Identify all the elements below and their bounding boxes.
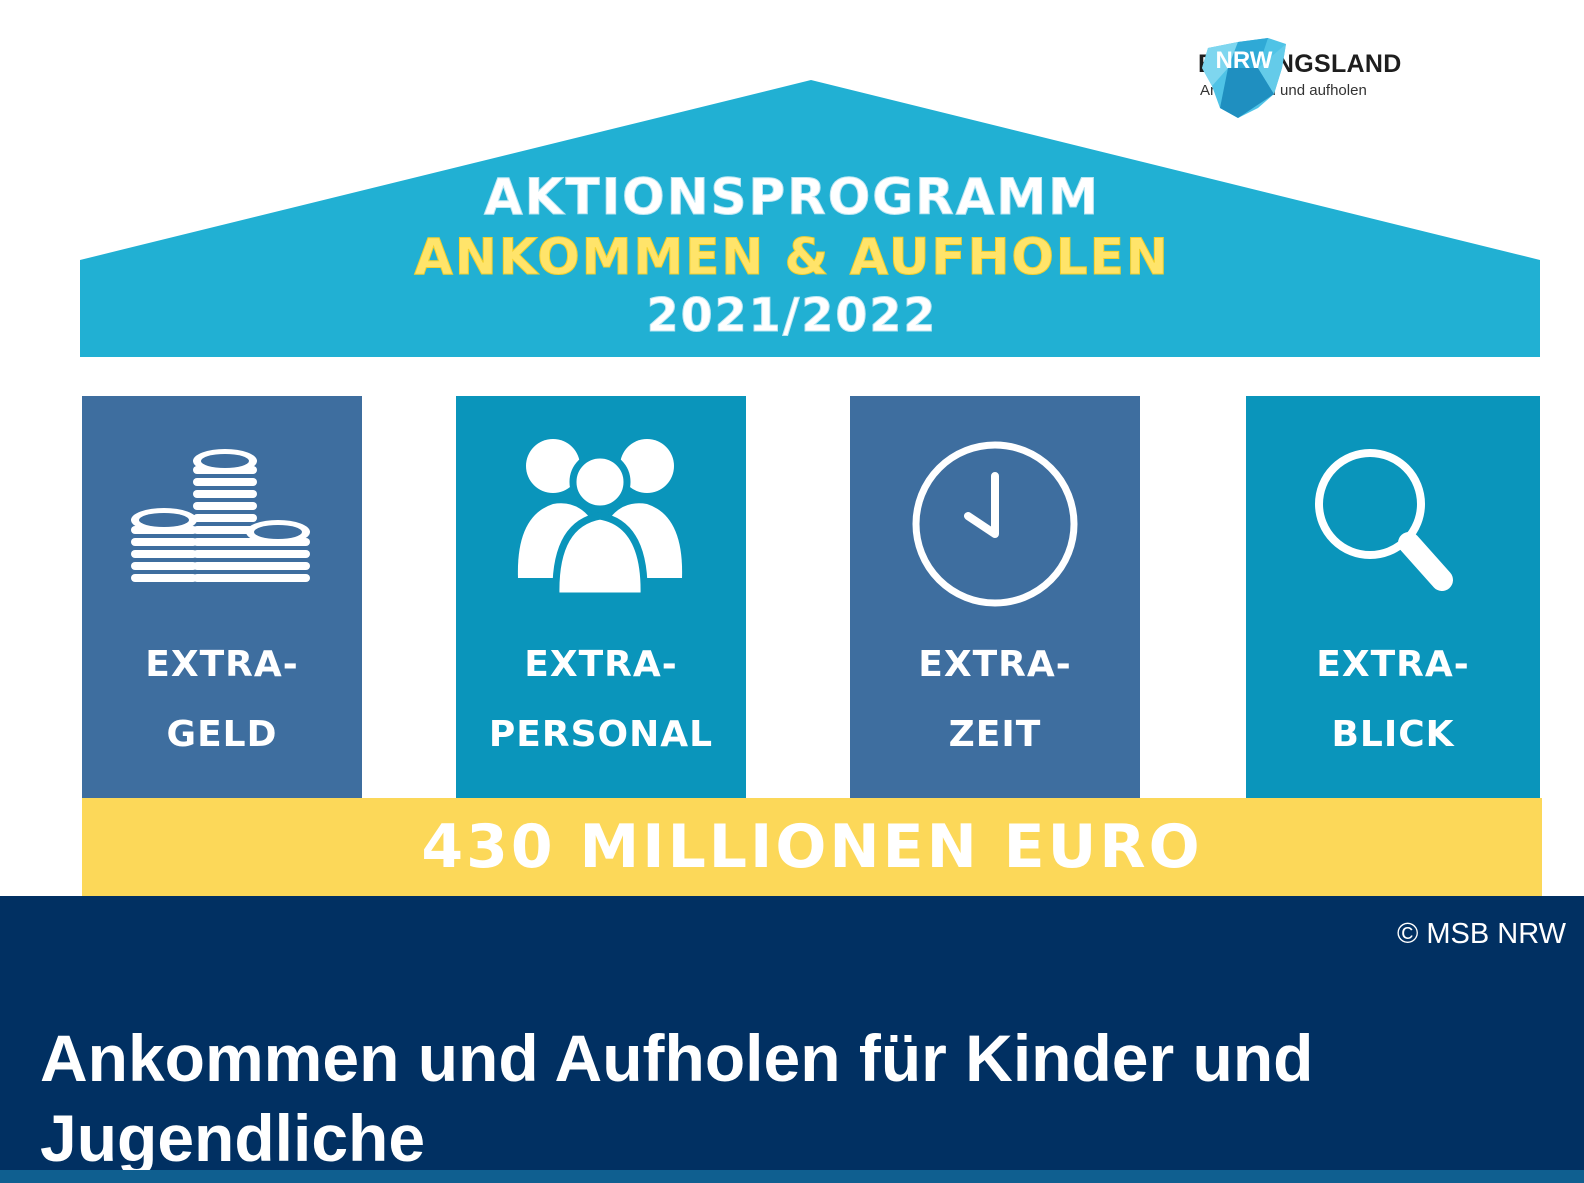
- pillar-label-line2: PERSONAL: [488, 714, 714, 755]
- people-icon: [517, 439, 683, 600]
- pillar-extra-geld: EXTRA- GELD: [82, 396, 362, 802]
- pillar-label-line2: GELD: [166, 714, 278, 755]
- pillar-label-line1: EXTRA-: [918, 644, 1072, 685]
- pillar-label-line1: EXTRA-: [1316, 644, 1470, 685]
- budget-label: 430 MILLIONEN EURO: [421, 812, 1203, 882]
- roof-subtitle: ANKOMMEN & AUFHOLEN: [414, 228, 1170, 287]
- svg-text:NRW: NRW: [1216, 47, 1273, 74]
- roof-shape: [80, 80, 1540, 357]
- coins-icon: [131, 449, 310, 582]
- nrw-map-icon: NRW: [1202, 38, 1286, 118]
- base-bar: 430 MILLIONEN EURO: [82, 798, 1542, 896]
- roof-year: 2021/2022: [646, 288, 938, 343]
- program-graphic: BILDUNGSLAND Ankommen und aufholen NRW A…: [80, 38, 1542, 896]
- pillar-label-line2: ZEIT: [948, 714, 1042, 755]
- pillar-extra-personal: EXTRA- PERSONAL: [456, 396, 746, 802]
- pillar-extra-blick: EXTRA- BLICK: [1246, 396, 1540, 802]
- article-headline[interactable]: Ankommen und Aufholen für Kinder und Jug…: [40, 1021, 1314, 1175]
- pillar-label-line1: EXTRA-: [145, 644, 299, 685]
- pillar-extra-zeit: EXTRA- ZEIT: [850, 396, 1140, 802]
- pillar-label-line2: BLICK: [1331, 714, 1455, 755]
- magnifier-icon: [1315, 449, 1453, 591]
- copyright-text: © MSB NRW: [1396, 918, 1566, 950]
- bildungsland-logo: BILDUNGSLAND Ankommen und aufholen NRW: [1198, 38, 1538, 118]
- bottom-strip: [0, 1170, 1584, 1183]
- pillar-label-line1: EXTRA-: [524, 644, 678, 685]
- caption-area: © MSB NRW Ankommen und Aufholen für Kind…: [0, 896, 1584, 1183]
- clock-icon: [912, 441, 1078, 607]
- roof-title: AKTIONSPROGRAMM: [484, 168, 1100, 227]
